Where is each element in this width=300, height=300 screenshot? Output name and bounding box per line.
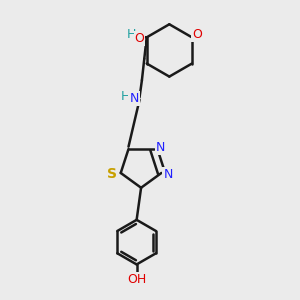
Text: O: O bbox=[192, 28, 202, 41]
Text: N: N bbox=[155, 141, 165, 154]
Text: S: S bbox=[107, 167, 117, 181]
Text: O: O bbox=[135, 32, 145, 45]
Text: N: N bbox=[130, 92, 139, 105]
Text: H: H bbox=[121, 90, 130, 103]
Text: OH: OH bbox=[127, 273, 146, 286]
Text: H: H bbox=[127, 28, 136, 41]
Text: N: N bbox=[163, 168, 173, 181]
